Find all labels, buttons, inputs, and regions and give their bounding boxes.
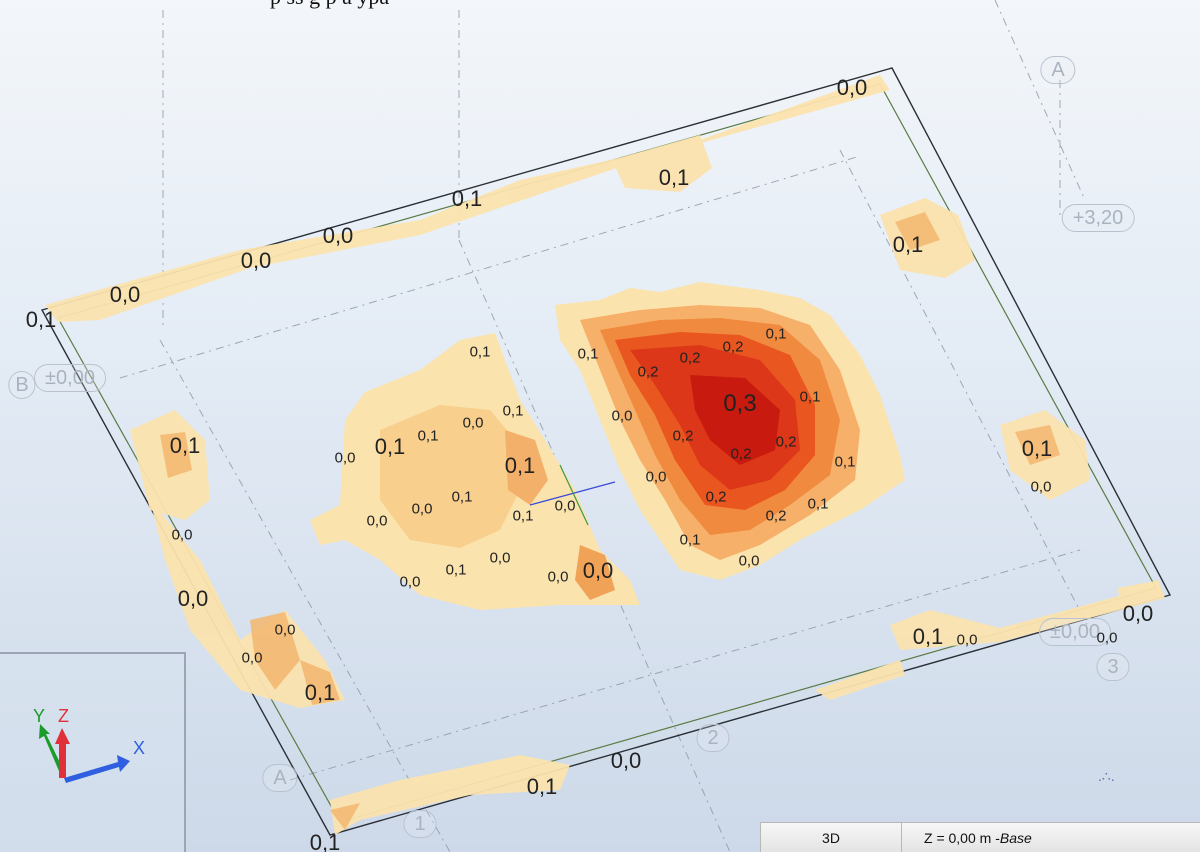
z-axis-label: Z	[58, 706, 69, 726]
value-label: 0,0	[171, 526, 193, 544]
value-label: 0,0	[177, 586, 209, 611]
value-label: 0,1	[834, 453, 856, 471]
value-label: 0,0	[738, 552, 760, 570]
view-mode-3d[interactable]: 3D	[761, 823, 902, 852]
value-label: 0,0	[399, 573, 421, 591]
current-level[interactable]: Z = 0,00 m - Base	[902, 823, 1200, 852]
level-prefix: Z = 0,00 m -	[924, 830, 1000, 846]
value-label: 0,1	[451, 186, 483, 211]
y-axis-label: Y	[33, 706, 46, 726]
value-label: 0,0	[462, 414, 484, 432]
value-label: 0,1	[658, 165, 690, 190]
value-label: 0,0	[274, 621, 296, 639]
value-label: 0,1	[304, 680, 336, 705]
left-contour-region	[310, 333, 640, 610]
value-label: 0,0	[241, 649, 263, 667]
value-label: 0,0	[956, 631, 978, 649]
value-label: 0,0	[1030, 478, 1052, 496]
local-axes-arrow	[529, 464, 616, 526]
axis-triad	[39, 724, 130, 783]
value-label: 0,0	[366, 512, 388, 530]
value-label: 0,2	[637, 363, 659, 381]
value-label: 0,0	[554, 497, 576, 515]
value-label: 0,1	[504, 453, 536, 478]
value-label: 0,1	[799, 388, 821, 406]
value-label: 0,0	[1122, 601, 1154, 626]
value-label: 0,0	[547, 568, 569, 586]
z-axis-arrow	[55, 728, 70, 778]
level-name: Base	[999, 830, 1032, 846]
axis-triad-panel: Y Z X	[0, 652, 186, 852]
level-label-upper: +3,20	[1061, 204, 1135, 232]
value-label: 0,0	[322, 223, 354, 248]
value-label: 0,0	[611, 407, 633, 425]
grid-label-a-top: A	[1040, 56, 1076, 84]
x-axis-arrow	[64, 755, 130, 783]
value-label: 0,0	[489, 549, 511, 567]
value-label: 0,1	[577, 345, 599, 363]
value-label: 0,2	[672, 427, 694, 445]
level-label-right: ±0,00	[1039, 618, 1111, 646]
value-label: 0,1	[417, 427, 439, 445]
value-label: 0,0	[1096, 629, 1118, 647]
cursor-marker: .∴.	[1098, 768, 1115, 784]
viewport-status-bar: 3D Z = 0,00 m - Base	[760, 822, 1200, 852]
value-label: 0,2	[722, 338, 744, 356]
value-label: 0,1	[526, 774, 558, 799]
value-label: 0,0	[836, 75, 868, 100]
value-label: 0,1	[502, 402, 524, 420]
value-label: 0,0	[582, 558, 614, 583]
edge-contours	[45, 75, 1165, 835]
value-label: 0,1	[912, 624, 944, 649]
value-label: 0,1	[892, 232, 924, 257]
edge-contours-mid	[160, 212, 1060, 830]
value-label: 0,0	[645, 468, 667, 486]
x-axis-label: X	[133, 738, 146, 758]
value-label: 0,1	[679, 531, 701, 549]
value-label-peak: 0,3	[723, 390, 757, 417]
value-label: 0,0	[109, 282, 141, 307]
right-contour-region	[555, 282, 905, 580]
value-label: 0,1	[309, 830, 341, 852]
value-label: 0,2	[705, 488, 727, 506]
value-label: 0,0	[334, 449, 356, 467]
value-label: 0,2	[775, 433, 797, 451]
value-label: 0,1	[469, 343, 491, 361]
value-label: 0,1	[445, 561, 467, 579]
slab-outline	[40, 67, 1172, 836]
value-label: 0,1	[765, 325, 787, 343]
value-label: 0,0	[411, 500, 433, 518]
value-label: 0,1	[512, 507, 534, 525]
grid-label-3: 3	[1096, 653, 1130, 681]
value-label: 0,2	[765, 507, 787, 525]
level-label-left: ±0,00	[34, 364, 106, 392]
value-label: 0,1	[451, 488, 473, 506]
grid-label-1: 1	[403, 810, 437, 838]
value-label: 0,1	[169, 433, 201, 458]
value-label: 0,1	[374, 434, 406, 459]
value-label: 0,0	[240, 248, 272, 273]
value-label: 0,2	[679, 349, 701, 367]
value-label: 0,1	[1021, 436, 1053, 461]
value-label: 0,2	[730, 445, 752, 463]
value-label: 0,0	[610, 748, 642, 773]
grid-label-a-bottom: A	[262, 764, 298, 792]
top-caption: p ss g p a ypa	[0, 0, 1200, 22]
grid-label-b: B	[8, 371, 36, 399]
value-label: 0,1	[807, 495, 829, 513]
value-label: 0,1	[25, 307, 57, 332]
grid-label-2: 2	[696, 724, 730, 752]
